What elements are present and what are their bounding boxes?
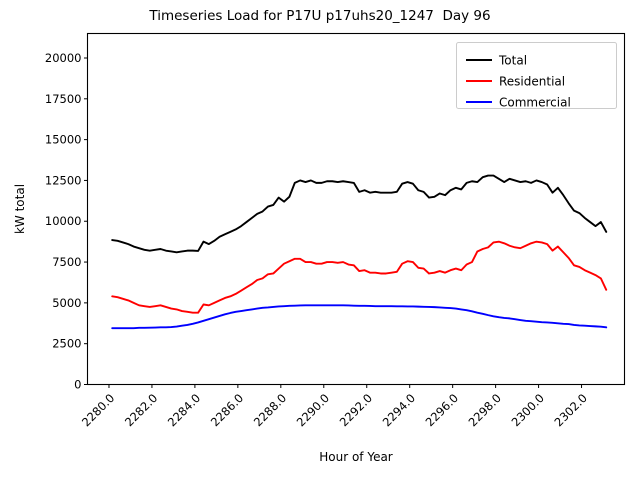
x-tick-label: 2284.0 (165, 391, 203, 429)
x-tick-label: 2282.0 (122, 391, 160, 429)
y-tick-label: 20000 (45, 51, 82, 65)
series-line-residential (111, 240, 608, 314)
chart-legend: Total Residential Commercial (456, 42, 617, 110)
legend-label-commercial: Commercial (499, 96, 571, 110)
plot-frame (86, 32, 626, 386)
y-axis-label: kW total (13, 184, 27, 234)
y-tick-label: 12500 (45, 173, 82, 187)
legend-items: Total Residential Commercial (466, 54, 571, 110)
series-line-total (111, 174, 608, 254)
x-tick-label: 2300.0 (509, 391, 547, 429)
y-tick-label: 0 (74, 378, 81, 392)
x-tick-label: 2286.0 (208, 391, 246, 429)
legend-label-total: Total (498, 54, 527, 68)
x-tick-label: 2288.0 (251, 391, 289, 429)
legend-frame (456, 42, 617, 109)
x-tick-label: 2294.0 (380, 391, 418, 429)
x-tick-label: 2292.0 (337, 391, 375, 429)
y-tick-label: 2500 (52, 337, 81, 351)
y-tick-label: 5000 (52, 296, 81, 310)
legend-label-residential: Residential (499, 75, 565, 89)
y-tick-label: 10000 (45, 214, 82, 228)
y-tick-label: 17500 (45, 92, 82, 106)
chart-title: Timeseries Load for P17U p17uhs20_1247 D… (149, 8, 491, 24)
x-tick-label: 2298.0 (466, 391, 504, 429)
x-axis-label: Hour of Year (319, 450, 393, 464)
x-tick-label: 2290.0 (294, 391, 332, 429)
x-tick-label: 2296.0 (423, 391, 461, 429)
x-tick-label: 2280.0 (79, 391, 117, 429)
x-tick-marks (108, 384, 583, 388)
x-tick-label: 2302.0 (552, 391, 590, 429)
series-line-commercial (111, 304, 608, 330)
x-tick-labels: 2280.0 2282.0 2284.0 2286.0 2288.0 2290.0 2292… (79, 391, 590, 429)
y-tick-label: 7500 (52, 255, 81, 269)
series-group (111, 174, 608, 330)
y-tick-labels: 0 2500 5000 7500 10000 12500 15000 17500 20000 (45, 51, 82, 392)
y-tick-marks (84, 57, 88, 385)
y-tick-label: 15000 (45, 133, 82, 147)
